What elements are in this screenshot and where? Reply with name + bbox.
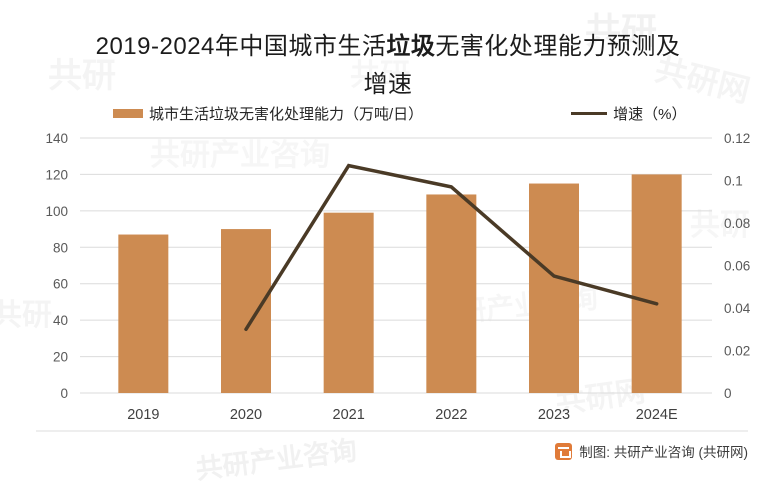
x-axis-label-2019: 2019 — [127, 407, 159, 423]
title-prefix: 2019-2024年中国城市生活 — [95, 33, 387, 60]
title-emphasis: 垃圾 — [386, 33, 436, 60]
left-axis-tick-label: 20 — [53, 350, 68, 365]
legend-bar-label: 城市生活垃圾无害化处理能力（万吨/日） — [149, 106, 424, 123]
left-axis-tick-label: 60 — [53, 277, 68, 292]
chart-area: 0 20 40 60 80 100 120 140 0 0.02 0.04 0.06 0.08 0.1 0.… — [0, 125, 776, 465]
gongyan-logo-icon — [555, 442, 573, 460]
chart-legend: 城市生活垃圾无害化处理能力（万吨/日） 增速（%） — [113, 103, 736, 124]
bar-2019 — [118, 234, 169, 393]
x-axis-label-2024E: 2024E — [636, 407, 678, 423]
page-title: 2019-2024年中国城市生活垃圾无害化处理能力预测及 增速 — [0, 28, 776, 104]
legend-line-label: 增速（%） — [613, 106, 687, 123]
title-line-2: 增速 — [363, 71, 413, 98]
right-axis-tick-label: 0.08 — [724, 216, 750, 231]
growth-rate-line — [244, 163, 659, 332]
x-axis-label-2021: 2021 — [333, 407, 365, 423]
credit-text: 制图: 共研产业咨询 (共研网) — [579, 445, 748, 460]
right-axis-tick-label: 0.02 — [724, 344, 750, 359]
combo-chart: 0 20 40 60 80 100 120 140 0 0.02 0.04 0.06 0.08 0.1 0.… — [36, 131, 751, 432]
bar-2022 — [426, 194, 477, 393]
credit-bar: 制图: 共研产业咨询 (共研网) — [555, 441, 748, 461]
x-axis-label-2020: 2020 — [230, 407, 262, 423]
title-line-1: 2019-2024年中国城市生活垃圾无害化处理能力预测及 — [0, 28, 776, 66]
legend-item-capacity: 城市生活垃圾无害化处理能力（万吨/日） — [113, 103, 423, 124]
title-suffix: 无害化处理能力预测及 — [435, 33, 681, 60]
left-axis-tick-label: 0 — [60, 386, 68, 401]
right-axis-tick-label: 0.06 — [724, 259, 750, 274]
right-axis-tick-label: 0.04 — [724, 301, 751, 316]
right-axis-tick-label: 0.12 — [724, 131, 750, 146]
left-axis-tick-label: 80 — [53, 240, 68, 255]
left-axis-tick-label: 40 — [53, 313, 68, 328]
left-axis-tick-label: 140 — [45, 131, 68, 146]
bar-2024E — [631, 174, 682, 393]
x-axis-label-2022: 2022 — [435, 407, 467, 423]
legend-item-growth: 增速（%） — [571, 103, 687, 124]
bar-2021 — [323, 212, 374, 393]
right-axis-tick-label: 0 — [724, 386, 732, 401]
bar-2023 — [529, 183, 579, 393]
left-axis-tick-label: 120 — [45, 167, 68, 182]
left-axis-tick-label: 100 — [45, 204, 68, 219]
right-axis-tick-label: 0.1 — [724, 174, 743, 189]
legend-line-swatch — [571, 111, 608, 116]
x-axis-label-2023: 2023 — [538, 407, 570, 423]
legend-bar-swatch — [113, 109, 143, 118]
bar-2020 — [221, 229, 271, 393]
